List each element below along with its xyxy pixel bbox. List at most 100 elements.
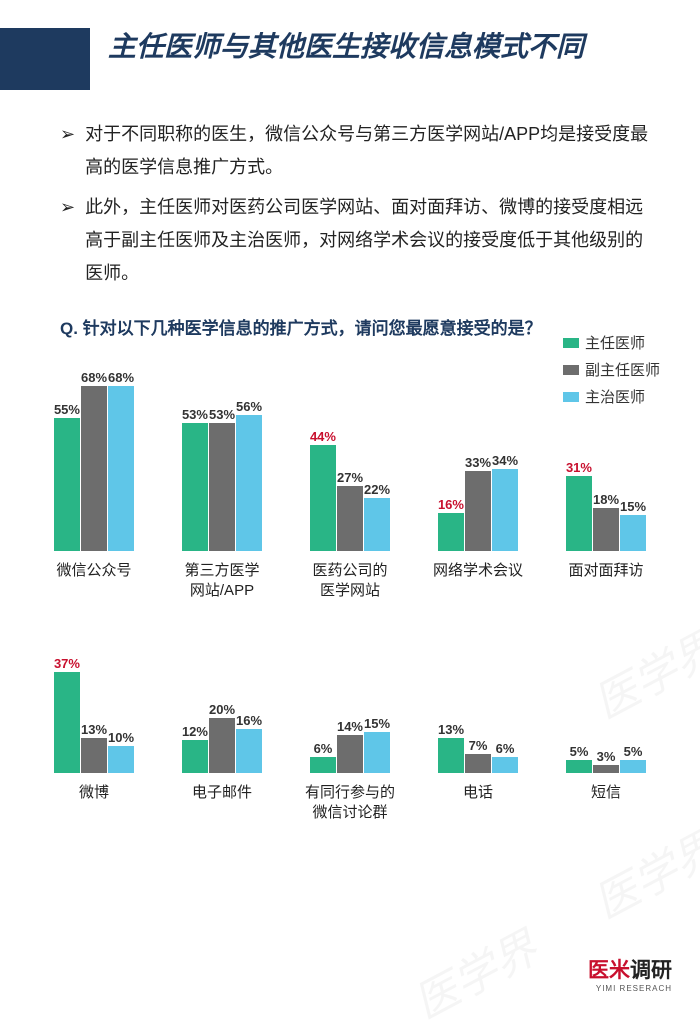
brand-subtitle: YIMI RESERACH [596,984,672,993]
bar-column: 27% [337,470,363,552]
bar-value-label: 56% [236,399,262,414]
bar-column: 15% [364,716,390,773]
chart-group: 5% 3% 5% 短信 [542,643,670,825]
bar [236,415,262,551]
bar-column: 13% [438,722,464,774]
bar [620,515,646,551]
bar-cluster: 31% 18%15% [566,361,646,551]
bar-value-label: 16% [236,713,262,728]
bullet-item: ➢ 对于不同职称的医生，微信公众号与第三方医学网站/APP均是接受度最高的医学信… [60,118,655,185]
bar-column: 22% [364,482,390,551]
bar-column: 68% [81,370,107,551]
bar-cluster: 53%53%56% [182,361,262,551]
bar [81,386,107,551]
chart-group: 12%20%16%电子邮件 [158,643,286,825]
bar [438,513,464,552]
bar-value-label: 37% [54,656,80,671]
bar [54,418,80,552]
chart-group: 53%53%56%第三方医学 网站/APP [158,361,286,603]
bar [364,498,390,551]
chart-group: 31%18%15%面对面拜访 [542,361,670,603]
bar [492,757,518,774]
bar [108,386,134,551]
bar-column: 31% [566,460,592,551]
watermark: 医学界 [401,913,548,1031]
brand-red: 医米 [588,959,630,982]
category-label: 有同行参与的 微信讨论群 [305,783,395,825]
category-label: 第三方医学 网站/APP [184,561,259,603]
bar-column: 14% [337,719,363,774]
bar-column: 6% [310,741,336,774]
category-label: 医药公司的 医学网站 [312,561,387,603]
chart-container: 55%68%68%微信公众号53%53%56%第三方医学 网站/APP44%27… [0,361,700,603]
bar [364,732,390,773]
category-label: 电子邮件 [192,783,252,825]
bar-value-label: 20% [209,702,235,717]
bar-cluster: 55%68%68% [54,361,134,551]
bar-cluster: 6%14%15% [310,643,390,773]
bar-value-label: 16% [438,497,464,512]
category-label: 电话 [463,783,493,825]
bar [81,738,107,774]
chart-group: 6%14%15% 有同行参与的 微信讨论群 [286,643,414,825]
category-label: 短信 [591,783,621,825]
bar-column: 5% [620,744,646,774]
bullet-text: 对于不同职称的医生，微信公众号与第三方医学网站/APP均是接受度最高的医学信息推… [85,118,655,185]
chart-group: 55%68%68%微信公众号 [30,361,158,603]
legend-item: 主任医师 [563,332,660,353]
bar [620,760,646,774]
bar-column: 18% [593,492,619,552]
brand-logo: 医米调研 [588,954,672,984]
bar-cluster: 44% 27%22% [310,361,390,551]
bar-cluster: 5% 3% 5% [566,643,646,773]
bar-value-label: 15% [364,716,390,731]
bar-value-label: 31% [566,460,592,475]
bar-value-label: 44% [310,429,336,444]
bullet-item: ➢ 此外，主任医师对医药公司医学网站、面对面拜访、微博的接受度相远高于副主任医师… [60,191,655,291]
bar-column: 5% [566,744,592,774]
bar-value-label: 14% [337,719,363,734]
chart-row-1: 55%68%68%微信公众号53%53%56%第三方医学 网站/APP44%27… [30,361,670,603]
bar-value-label: 33% [465,455,491,470]
bar [566,760,592,774]
bar [337,735,363,774]
bar [310,757,336,774]
bullet-text: 此外，主任医师对医药公司医学网站、面对面拜访、微博的接受度相远高于副主任医师及主… [85,191,655,291]
footer-brand: 医米调研 YIMI RESERACH [588,954,672,993]
header: 主任医师与其他医生接收信息模式不同 [0,0,700,100]
bullet-marker-icon: ➢ [60,118,75,185]
bullet-list: ➢ 对于不同职称的医生，微信公众号与第三方医学网站/APP均是接受度最高的医学信… [0,100,700,304]
bar-value-label: 5% [570,744,589,759]
legend-swatch [563,338,579,348]
bar [593,508,619,552]
bar-cluster: 37%13%10% [54,643,134,773]
bar-value-label: 18% [593,492,619,507]
bar [465,471,491,551]
bar-value-label: 5% [624,744,643,759]
bar-column: 53% [182,407,208,552]
bar-cluster: 16% 33%34% [438,361,518,551]
bar-value-label: 68% [81,370,107,385]
bar [209,423,235,552]
chart-group: 44% 27%22% 医药公司的 医学网站 [286,361,414,603]
bar [54,672,80,774]
bar-column: 56% [236,399,262,551]
bar [108,746,134,774]
bar-column: 15% [620,499,646,551]
bar-column: 37% [54,656,80,774]
bar-value-label: 34% [492,453,518,468]
bar-cluster: 13%7%6% [438,643,518,773]
bar-column: 34% [492,453,518,552]
bar-value-label: 7% [469,738,488,753]
bar-column: 13% [81,722,107,774]
page-title: 主任医师与其他医生接收信息模式不同 [108,28,584,66]
bar [337,486,363,552]
bar [209,718,235,773]
bar-column: 16% [438,497,464,552]
chart-group: 37%13%10%微博 [30,643,158,825]
bar-column: 20% [209,702,235,773]
bar [236,729,262,773]
bullet-marker-icon: ➢ [60,191,75,291]
bar-column: 3% [593,749,619,773]
bar-column: 33% [465,455,491,551]
